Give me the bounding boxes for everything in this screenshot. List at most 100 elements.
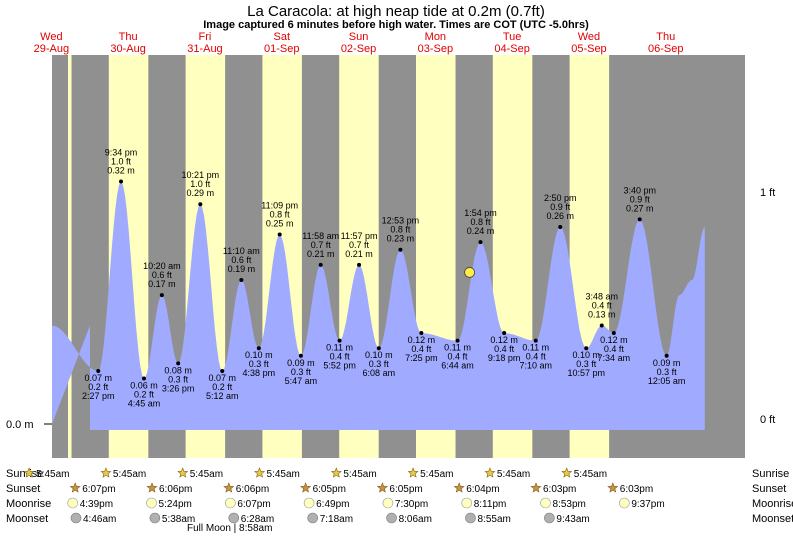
low-tide-point: [96, 368, 101, 373]
day-band: [68, 55, 72, 458]
tide-labels: 0.07 m0.2 ft2:27 pm9:34 pm1.0 ft0.32 m0.…: [82, 147, 685, 408]
sunrise-time: 5:45am: [420, 469, 453, 480]
moonrise-time: 9:37pm: [631, 499, 664, 510]
moonrise-time: 8:53pm: [553, 499, 586, 510]
low-tide-label: 0.4 ft: [604, 344, 625, 354]
low-tide-point: [298, 353, 303, 358]
low-tide-label: 3:26 pm: [162, 383, 195, 393]
low-tide-point: [256, 346, 261, 351]
moonset-time: 7:18am: [320, 514, 353, 525]
moonrise-icon: [540, 497, 551, 509]
sunrise-time: 5:45am: [574, 469, 607, 480]
high-tide-point: [357, 262, 362, 267]
low-tide-label: 0.2 ft: [212, 382, 233, 392]
row-label-moonrise-right: Moonrise: [752, 498, 793, 510]
high-tide-label: 0.9 ft: [550, 202, 571, 212]
day-weekday: Thu: [656, 31, 675, 43]
high-tide-point: [398, 247, 403, 252]
high-tide-label: 0.21 m: [345, 249, 373, 259]
high-tide-label: 0.25 m: [266, 219, 294, 229]
low-tide-label: 0.07 m: [208, 373, 236, 383]
sunset-icon: [453, 482, 465, 493]
sunset-time: 6:03pm: [543, 484, 576, 495]
day-date: 31-Aug: [187, 43, 222, 55]
low-tide-label: 0.10 m: [365, 350, 393, 360]
row-label-sunrise-right: Sunrise: [752, 468, 789, 480]
moonrise-time: 5:24pm: [159, 499, 192, 510]
high-tide-label: 0.4 ft: [592, 300, 613, 310]
left-margin: [20, 55, 52, 458]
moonrise-icon: [225, 497, 236, 509]
moonset-time: 9:43am: [556, 514, 589, 525]
sunset-icon: [146, 482, 158, 493]
low-tide-point: [142, 376, 146, 381]
sunrise-icon: [407, 467, 419, 478]
high-tide-label: 0.6 ft: [231, 255, 252, 265]
day-weekday: Fri: [199, 31, 212, 43]
high-tide-label: 0.24 m: [467, 226, 495, 236]
row-label-moonset-left: Moonset: [6, 513, 48, 525]
low-tide-label: 4:45 am: [128, 399, 161, 409]
high-tide-label: 3:48 am: [585, 291, 618, 301]
low-tide-point: [584, 346, 589, 351]
sunset-icon: [69, 482, 81, 493]
high-tide-label: 1.0 ft: [111, 156, 132, 166]
high-tide-label: 11:57 pm: [341, 231, 378, 241]
low-tide-label: 0.3 ft: [168, 374, 189, 384]
right-0ft-label: 0 ft: [760, 414, 775, 426]
low-tide-label: 10:57 pm: [567, 368, 605, 378]
day-date: 03-Sep: [418, 43, 453, 55]
low-tide-point: [337, 338, 342, 343]
high-tide-label: 11:09 pm: [261, 201, 298, 211]
low-tide-label: 0.4 ft: [526, 352, 547, 362]
low-tide-label: 0.06 m: [130, 381, 158, 391]
current-tide-marker: [464, 267, 476, 278]
high-tide-point: [119, 179, 124, 184]
moonrise-time: 6:49pm: [316, 499, 349, 510]
low-tide-point: [376, 346, 381, 351]
high-tide-label: 0.8 ft: [470, 217, 491, 227]
high-tide-label: 10:21 pm: [182, 170, 220, 180]
low-tide-label: 9:18 pm: [488, 353, 521, 363]
day-date: 01-Sep: [264, 43, 299, 55]
high-tide-point: [637, 217, 642, 222]
high-tide-point: [239, 278, 244, 283]
sunset-time: 6:05pm: [389, 484, 422, 495]
sunset-time: 6:06pm: [236, 484, 269, 495]
row-label-moonrise-left: Moonrise: [6, 498, 51, 510]
moonrise-time: 4:39pm: [80, 499, 113, 510]
high-tide-point: [277, 232, 282, 237]
sunset-time: 6:06pm: [159, 484, 192, 495]
low-tide-point: [220, 368, 225, 373]
sun-moon-entries: 5:45am 6:07pm 4:39pm 4:46am 5:45am 6:06pm 5:24…: [23, 467, 665, 525]
low-tide-point: [455, 338, 460, 343]
sunrise-time: 5:45am: [36, 469, 69, 480]
low-tide-label: 0.10 m: [572, 350, 600, 360]
low-tide-label: 7:34 am: [598, 353, 631, 363]
high-tide-label: 11:10 am: [223, 246, 260, 256]
day-weekday: Wed: [40, 31, 62, 43]
day-date: 06-Sep: [648, 43, 683, 55]
sunset-time: 6:04pm: [466, 484, 499, 495]
sunrise-icon: [254, 467, 266, 478]
day-weekday: Wed: [578, 31, 600, 43]
low-tide-point: [611, 331, 616, 336]
high-tide-label: 12:53 pm: [382, 216, 420, 226]
high-tide-label: 0.6 ft: [152, 270, 173, 280]
low-tide-point: [664, 353, 669, 358]
day-date: 30-Aug: [110, 43, 145, 55]
moonrise-icon: [303, 497, 315, 509]
low-tide-label: 0.09 m: [653, 358, 681, 368]
low-tide-point: [176, 361, 181, 366]
high-tide-label: 1.0 ft: [190, 179, 211, 189]
low-tide-label: 0.4 ft: [494, 344, 515, 354]
high-tide-label: 0.17 m: [148, 279, 176, 289]
high-tide-label: 0.27 m: [626, 203, 654, 213]
high-tide-point: [558, 224, 563, 229]
low-tide-label: 0.3 ft: [249, 359, 270, 369]
sunset-time: 6:07pm: [82, 484, 115, 495]
moonset-time: 4:46am: [83, 514, 116, 525]
day-weekday: Sun: [349, 31, 369, 43]
high-tide-label: 3:40 pm: [623, 185, 656, 195]
